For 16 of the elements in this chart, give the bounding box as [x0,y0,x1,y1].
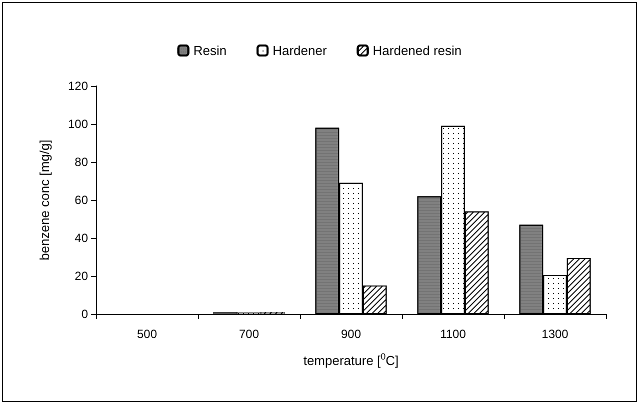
y-tick-label: 20 [74,269,88,283]
x-tick-label: 1300 [542,327,569,341]
x-tick-label: 900 [340,327,362,341]
y-tick-label: 40 [74,231,88,245]
x-tick-label: 1100 [440,327,466,341]
x-tick-label: 500 [136,327,158,341]
legend-label: Hardened resin [372,43,462,58]
y-tick-label: 80 [74,155,88,169]
y-tick-label: 120 [68,79,88,93]
y-tick-label: 100 [68,117,88,131]
y-tick-label: 60 [74,193,88,207]
y-axis-title: benzene conc [mg/g] [37,140,52,260]
y-tick-label: 0 [81,307,88,321]
x-tick-label: 700 [238,327,260,341]
legend-label: Hardener [272,43,328,58]
legend-label: Resin [193,43,227,58]
